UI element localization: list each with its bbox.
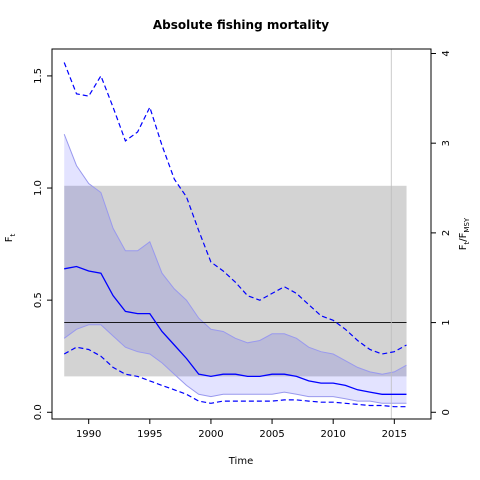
x-tick-label-1995: 1995 xyxy=(137,429,162,440)
plot-area xyxy=(63,49,407,419)
y-axis-title-right: Ft/FMSY xyxy=(458,217,471,250)
y-tick-label-0.5: 0.5 xyxy=(33,292,44,308)
y-right-tick-label-4: 4 xyxy=(441,50,452,56)
y-tick-label-1: 1.0 xyxy=(33,180,44,196)
x-tick-label-2010: 2010 xyxy=(320,429,345,440)
ci-lower-line xyxy=(63,324,407,404)
y-tick-label-1.5: 1.5 xyxy=(33,68,44,84)
x-axis: 1990 1995 2000 2005 2010 2015 xyxy=(76,419,407,440)
y-axis-title-left: Ft xyxy=(4,233,17,242)
y-axis-right-title-main: F xyxy=(458,244,469,250)
x-tick-label-2000: 2000 xyxy=(198,429,223,440)
x-tick-label-2005: 2005 xyxy=(259,429,284,440)
y-axis-left: 0.0 0.5 1.0 1.5 xyxy=(33,68,52,420)
pred-upper-line xyxy=(63,62,407,355)
pred-lower-line xyxy=(63,346,407,408)
chart-title: Absolute fishing mortality xyxy=(153,18,329,32)
y-axis-right-title-sub2: MSY xyxy=(463,217,471,232)
estimate-line xyxy=(64,265,407,395)
x-tick-label-1990: 1990 xyxy=(76,429,101,440)
y-axis-title-main: F xyxy=(4,236,15,242)
y-axis-right: 0 1 2 3 4 xyxy=(431,50,452,415)
msy-band xyxy=(64,185,407,377)
y-tick-label-0: 0.0 xyxy=(33,404,44,420)
y-right-tick-label-2: 2 xyxy=(441,230,452,236)
y-axis-right-title-sub1: t xyxy=(463,241,471,244)
x-tick-label-2015: 2015 xyxy=(382,429,407,440)
y-right-tick-label-1: 1 xyxy=(441,319,452,325)
y-axis-title-sub: t xyxy=(9,233,17,236)
ci-upper-line xyxy=(63,134,407,375)
x-axis-title: Time xyxy=(228,456,253,467)
plot-frame xyxy=(51,48,432,420)
ci-band xyxy=(64,134,407,404)
y-axis-right-title-sep: /F xyxy=(458,232,469,241)
y-right-tick-label-3: 3 xyxy=(441,140,452,146)
y-right-tick-label-0: 0 xyxy=(441,409,452,415)
